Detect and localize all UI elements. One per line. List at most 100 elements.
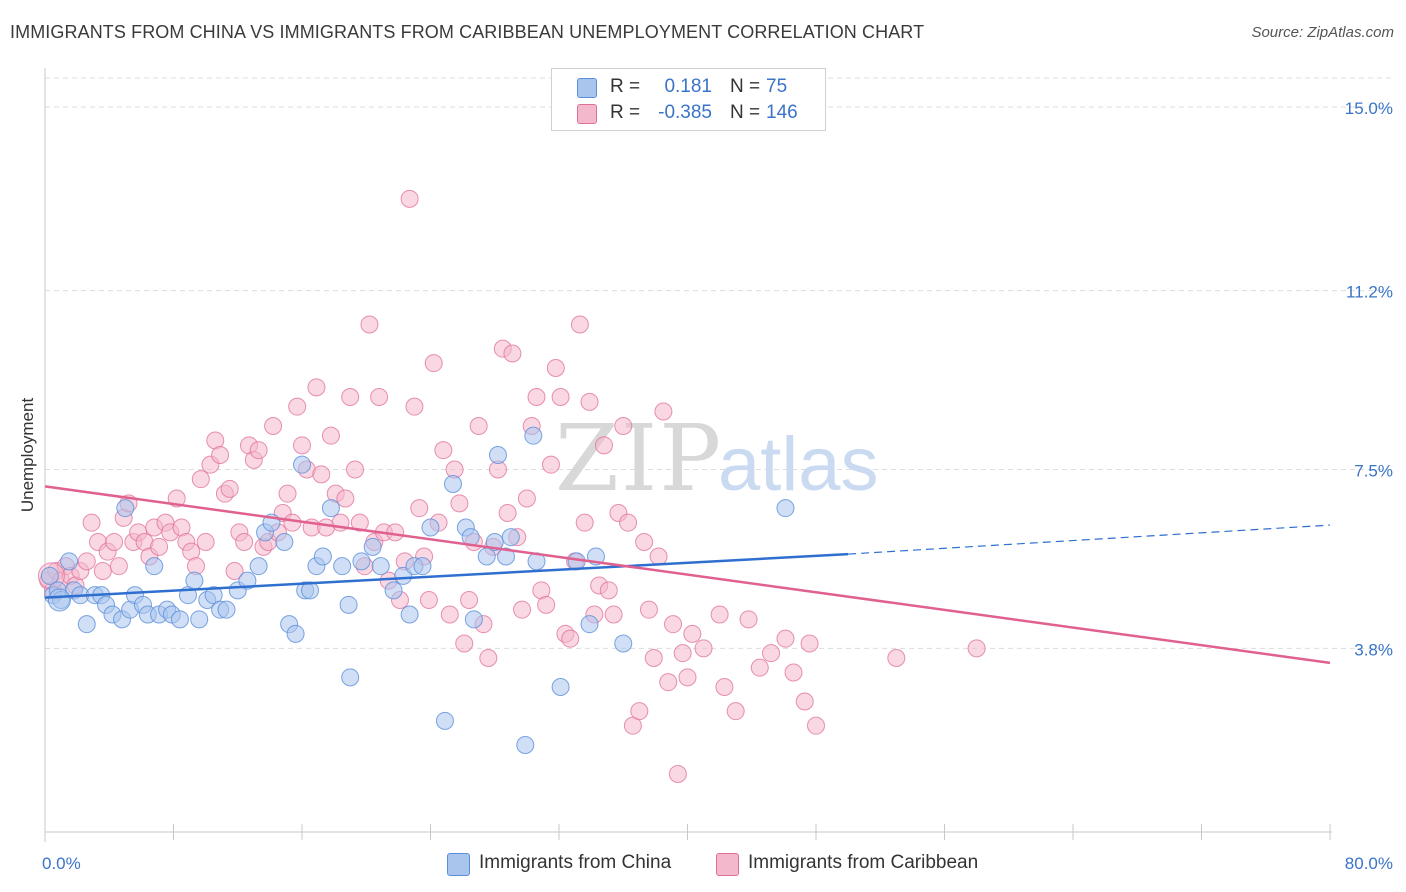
- trend-lines: [44, 485, 1331, 665]
- data-point-caribbean: [541, 455, 560, 474]
- china-swatch: [577, 78, 597, 98]
- trend-line-caribbean: [44, 485, 1331, 665]
- data-point-caribbean: [503, 344, 522, 363]
- data-point-china: [333, 557, 352, 576]
- data-point-caribbean: [517, 489, 536, 508]
- data-point-caribbean: [710, 605, 729, 624]
- data-point-china: [421, 518, 440, 537]
- data-point-caribbean: [400, 189, 419, 208]
- data-point-china: [496, 547, 515, 566]
- data-point-caribbean: [694, 639, 713, 658]
- y-tick-label: 11.2%: [1346, 283, 1393, 302]
- data-point-china: [185, 571, 204, 590]
- data-point-caribbean: [150, 537, 169, 556]
- data-point-caribbean: [434, 441, 453, 460]
- data-point-china: [321, 499, 340, 518]
- axes: [44, 68, 1332, 842]
- x-tick-labels: 0.0% 80.0%: [42, 854, 1393, 873]
- data-point-caribbean: [673, 644, 692, 663]
- data-point-caribbean: [321, 426, 340, 445]
- data-point-caribbean: [649, 547, 668, 566]
- data-point-caribbean: [288, 397, 307, 416]
- caribbean-swatch: [716, 853, 739, 876]
- data-point-caribbean: [654, 402, 673, 421]
- data-point-caribbean: [220, 479, 239, 498]
- data-point-caribbean: [307, 378, 326, 397]
- data-point-caribbean: [683, 624, 702, 643]
- data-point-caribbean: [264, 417, 283, 435]
- data-point-china: [371, 557, 390, 576]
- data-point-china: [249, 557, 268, 576]
- watermark-zip: ZIP: [555, 405, 723, 512]
- data-point-caribbean: [664, 615, 683, 634]
- data-point-caribbean: [410, 499, 429, 518]
- data-point-caribbean: [795, 692, 814, 711]
- data-point-caribbean: [967, 639, 986, 658]
- data-point-china: [293, 455, 311, 474]
- data-point-caribbean: [668, 765, 687, 783]
- data-point-china: [145, 557, 164, 576]
- data-point-caribbean: [346, 460, 365, 479]
- data-point-caribbean: [784, 663, 803, 682]
- data-point-caribbean: [93, 562, 112, 580]
- data-point-caribbean: [293, 436, 311, 455]
- data-point-caribbean: [109, 557, 128, 576]
- data-point-caribbean: [546, 359, 565, 377]
- data-point-caribbean: [460, 591, 479, 609]
- data-point-caribbean: [498, 504, 517, 522]
- watermark-atlas: atlas: [718, 422, 879, 507]
- n-label: N =: [730, 102, 761, 123]
- data-point-china: [170, 610, 189, 629]
- data-point-caribbean: [419, 591, 438, 609]
- data-point-china: [501, 528, 520, 547]
- data-point-caribbean: [639, 600, 658, 619]
- data-point-china: [77, 615, 96, 634]
- data-point-caribbean: [386, 523, 405, 542]
- data-point-caribbean: [575, 513, 594, 532]
- data-point-caribbean: [350, 513, 369, 532]
- data-point-caribbean: [360, 315, 379, 334]
- data-point-caribbean: [580, 392, 599, 411]
- r-value-china: 0.181: [664, 76, 712, 97]
- data-point-china: [413, 557, 432, 576]
- data-point-china: [190, 610, 209, 629]
- data-point-china: [116, 499, 135, 518]
- data-point-china: [384, 581, 403, 600]
- watermark: ZIP atlas: [555, 405, 879, 512]
- data-point-caribbean: [336, 489, 355, 508]
- data-point-caribbean: [191, 470, 210, 489]
- data-point-china: [275, 533, 294, 551]
- stats-legend-row-caribbean: R = -0.385 N = 146: [552, 100, 825, 128]
- data-point-caribbean: [594, 436, 613, 455]
- data-point-caribbean: [762, 644, 781, 663]
- data-point-caribbean: [635, 533, 654, 551]
- r-label: R =: [610, 102, 641, 123]
- data-point-caribbean: [604, 605, 623, 624]
- data-point-caribbean: [599, 581, 618, 600]
- data-point-caribbean: [77, 552, 96, 571]
- series-legend: Immigrants from China Immigrants from Ca…: [0, 852, 1406, 878]
- data-point-china: [400, 605, 419, 624]
- data-point-china: [524, 426, 543, 445]
- data-point-caribbean: [619, 513, 638, 532]
- data-point-caribbean: [469, 417, 488, 435]
- data-point-china: [301, 581, 320, 600]
- data-point-caribbean: [715, 678, 734, 696]
- data-point-caribbean: [450, 494, 469, 513]
- data-point-china: [488, 446, 507, 464]
- data-point-china: [435, 711, 454, 730]
- x-tick-label: 80.0%: [1345, 854, 1393, 873]
- data-point-caribbean: [807, 716, 825, 735]
- n-value-china: 75: [766, 76, 788, 97]
- data-point-caribbean: [211, 446, 230, 464]
- caribbean-swatch: [577, 104, 597, 124]
- data-point-caribbean: [551, 388, 570, 406]
- data-point-china: [516, 736, 535, 754]
- chart-title: IMMIGRANTS FROM CHINA VS IMMIGRANTS FROM…: [10, 22, 925, 42]
- data-point-caribbean: [82, 513, 101, 532]
- stats-legend: R = 0.181 N = 75 R = -0.385 N = 146: [551, 68, 826, 131]
- data-point-caribbean: [630, 702, 649, 721]
- data-point-caribbean: [278, 484, 297, 503]
- data-point-china: [776, 499, 795, 518]
